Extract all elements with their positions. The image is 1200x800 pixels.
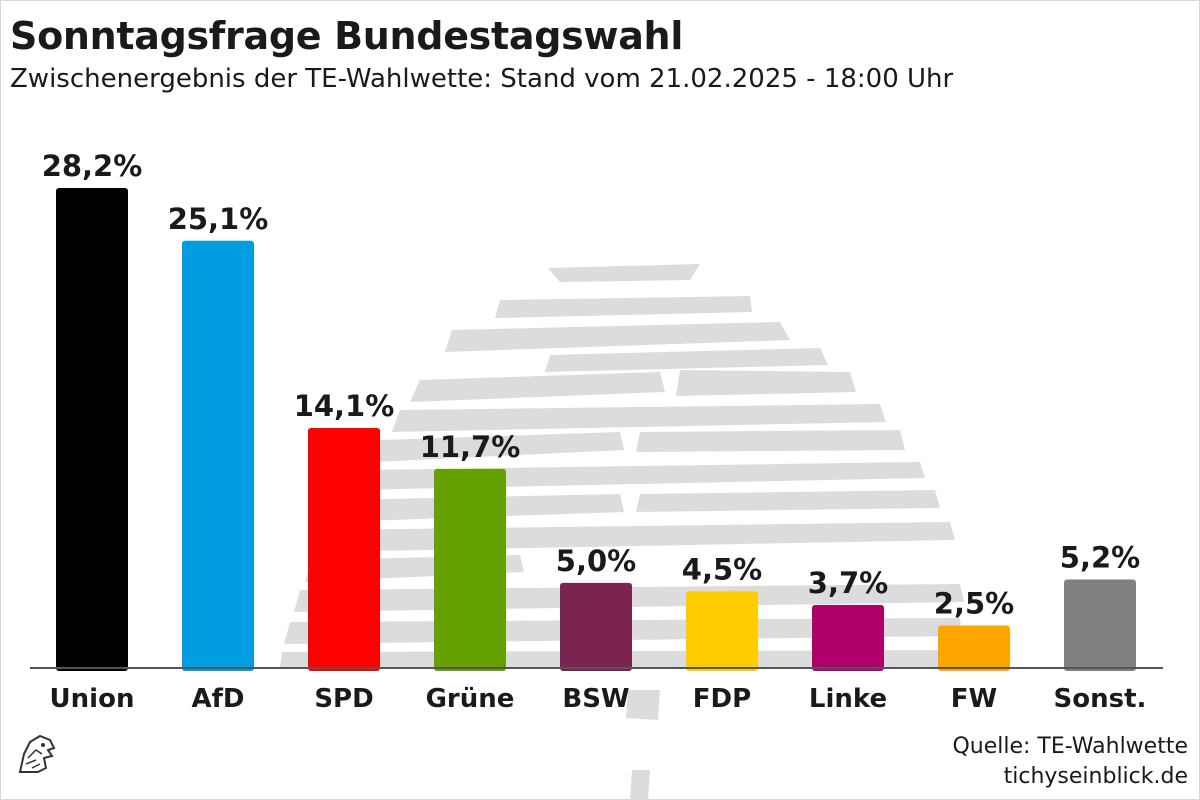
value-label: 3,7% <box>808 566 888 600</box>
bar-fw <box>938 625 1010 671</box>
page-title: Sonntagsfrage Bundestagswahl <box>10 14 684 58</box>
eagle-head-logo-icon <box>10 728 62 784</box>
bar-grne <box>434 468 506 671</box>
value-label: 11,7% <box>420 430 521 464</box>
bar-linke <box>812 605 884 671</box>
bar-spd <box>308 428 380 671</box>
bar-union <box>56 188 128 671</box>
page-subtitle: Zwischenergebnis der TE-Wahlwette: Stand… <box>10 64 954 94</box>
source-note: Quelle: TE-Wahlwette tichyseinblick.de <box>952 732 1188 792</box>
category-label: BSW <box>562 684 629 714</box>
bar-afd <box>182 240 254 671</box>
category-label: SPD <box>314 684 373 714</box>
value-label: 28,2% <box>42 149 143 183</box>
category-label: Grüne <box>426 684 515 714</box>
source-label: Quelle: TE-Wahlwette <box>952 734 1188 759</box>
value-label: 14,1% <box>294 389 395 423</box>
value-label: 5,0% <box>556 544 636 578</box>
category-label: FW <box>951 684 997 714</box>
site-label: tichyseinblick.de <box>1003 764 1188 789</box>
value-label: 2,5% <box>934 586 1014 620</box>
category-label: AfD <box>191 684 244 714</box>
value-label: 5,2% <box>1060 540 1140 574</box>
bar-fdp <box>686 591 758 671</box>
reichstag-dome-watermark-icon <box>280 264 964 800</box>
category-label: Linke <box>809 684 887 714</box>
category-label: Union <box>50 684 135 714</box>
category-label: FDP <box>693 684 751 714</box>
bar-sonst <box>1064 579 1136 671</box>
category-label: Sonst. <box>1054 684 1147 714</box>
value-label: 25,1% <box>168 202 269 236</box>
bar-bsw <box>560 582 632 671</box>
value-label: 4,5% <box>682 552 762 586</box>
